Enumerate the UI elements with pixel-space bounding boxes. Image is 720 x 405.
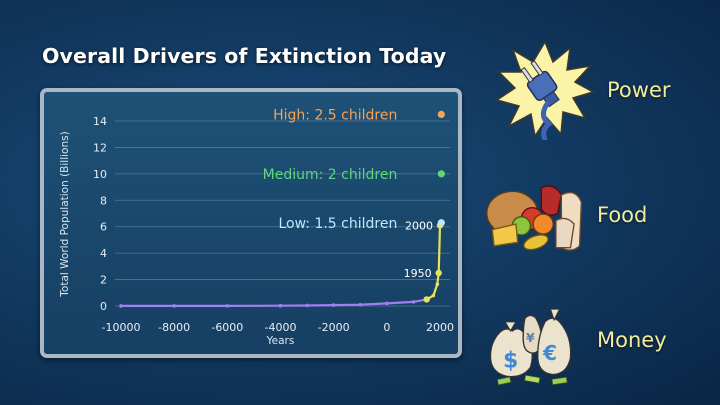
y-axis-label: Total World Population (Billions) bbox=[59, 131, 71, 297]
year-annotations: 1950 2000 bbox=[404, 219, 433, 280]
driver-label-money: Money bbox=[597, 328, 667, 352]
projection-label: High: 2.5 children bbox=[273, 107, 397, 123]
chart-canvas: 0 2 4 6 8 10 12 14 -10000 -8000 -6000 -4000 -2000 0 2… bbox=[59, 107, 454, 347]
x-tick-label: -2000 bbox=[318, 321, 350, 334]
data-point bbox=[331, 303, 336, 307]
driver-power: Power bbox=[495, 40, 671, 140]
y-tick-label: 12 bbox=[93, 141, 107, 154]
data-point bbox=[435, 269, 442, 277]
food-basket-icon bbox=[486, 185, 583, 251]
data-point bbox=[119, 304, 123, 308]
driver-label-food: Food bbox=[597, 203, 648, 227]
data-point bbox=[411, 300, 416, 304]
data-point bbox=[431, 293, 436, 298]
projection-dot bbox=[437, 170, 445, 178]
x-tick-label: -6000 bbox=[211, 321, 243, 334]
x-axis-label: Years bbox=[266, 335, 295, 347]
y-tick-label: 2 bbox=[100, 274, 107, 287]
projection-label: Medium: 2 children bbox=[263, 167, 398, 183]
data-point bbox=[435, 282, 440, 286]
y-tick-label: 14 bbox=[93, 115, 107, 128]
history-line bbox=[121, 298, 427, 307]
x-tick-labels: -10000 -8000 -6000 -4000 -2000 0 2000 bbox=[102, 321, 454, 334]
svg-text:$: $ bbox=[503, 348, 518, 373]
projection-dot bbox=[437, 219, 445, 227]
population-chart: 0 2 4 6 8 10 12 14 -10000 -8000 -6000 -4000 -2000 0 2… bbox=[40, 88, 462, 358]
svg-text:¥: ¥ bbox=[526, 330, 535, 345]
driver-label-power: Power bbox=[607, 78, 671, 102]
projection-dot bbox=[437, 110, 445, 118]
y-tick-label: 10 bbox=[93, 168, 107, 181]
growth-line bbox=[426, 225, 442, 301]
y-tick-label: 0 bbox=[100, 300, 107, 313]
data-point bbox=[172, 304, 176, 308]
x-tick-label: 0 bbox=[383, 321, 390, 334]
x-tick-label: 2000 bbox=[426, 321, 454, 334]
data-point bbox=[385, 301, 389, 306]
y-tick-label: 4 bbox=[100, 247, 107, 260]
y-tick-label: 8 bbox=[100, 194, 107, 207]
driver-food: Food bbox=[485, 165, 647, 265]
page-title: Overall Drivers of Extinction Today bbox=[42, 44, 447, 68]
year-annotation: 1950 bbox=[404, 267, 432, 280]
year-annotation: 2000 bbox=[405, 219, 433, 232]
money-bags-icon: $ ¥ € bbox=[489, 308, 572, 386]
driver-money: $ ¥ € Money bbox=[485, 290, 667, 390]
y-tick-labels: 0 2 4 6 8 10 12 14 bbox=[93, 115, 107, 313]
data-point bbox=[278, 303, 283, 308]
projection-points: High: 2.5 children Medium: 2 children Low:… bbox=[263, 107, 445, 232]
x-tick-label: -10000 bbox=[102, 321, 141, 334]
data-point bbox=[305, 303, 309, 308]
svg-text:€: € bbox=[542, 341, 557, 365]
grid-lines bbox=[115, 120, 450, 307]
power-plug-icon bbox=[495, 40, 595, 140]
x-tick-label: -4000 bbox=[265, 321, 297, 334]
population-series bbox=[119, 222, 444, 308]
x-tick-label: -8000 bbox=[158, 321, 190, 334]
data-point bbox=[423, 296, 430, 303]
data-point bbox=[225, 304, 230, 308]
projection-label: Low: 1.5 children bbox=[278, 216, 397, 232]
y-tick-label: 6 bbox=[100, 221, 107, 234]
data-point bbox=[358, 302, 363, 307]
